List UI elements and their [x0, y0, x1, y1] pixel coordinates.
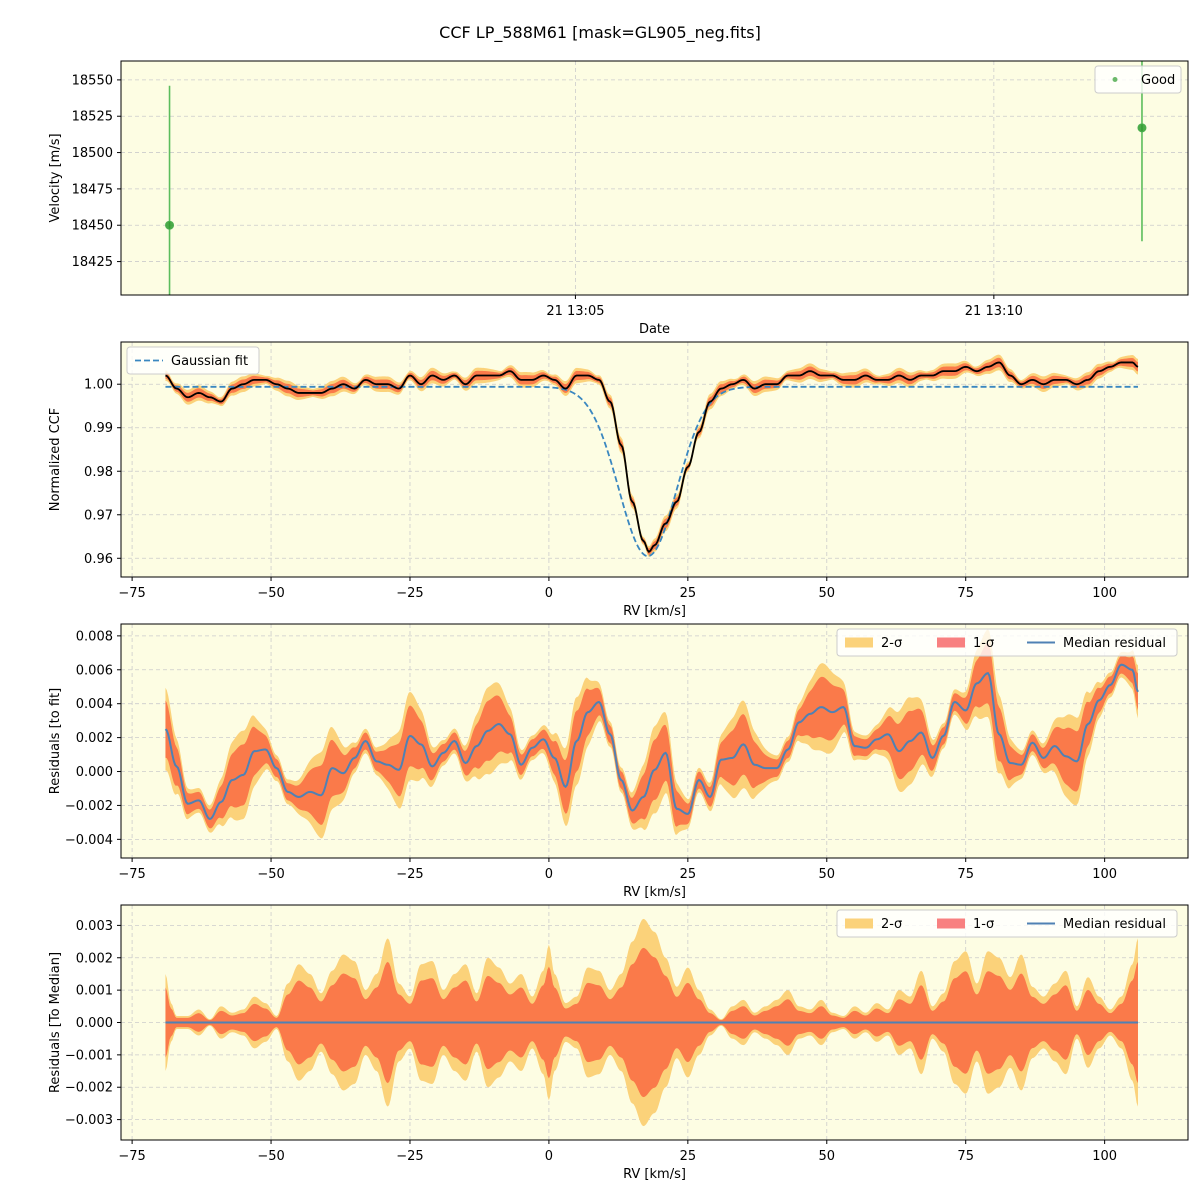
y-tick-label: 0.000 [76, 1016, 113, 1031]
plot-area [121, 61, 1188, 295]
y-tick-label: 18550 [72, 73, 113, 88]
x-tick-label: 75 [957, 1149, 974, 1164]
y-tick-label: −0.001 [65, 1048, 113, 1063]
legend [836, 909, 1178, 938]
x-tick-label: −50 [257, 1149, 284, 1164]
y-tick-label: 0.008 [76, 629, 113, 644]
legend [1094, 65, 1182, 94]
x-tick-label: 100 [1092, 867, 1117, 882]
y-tick-label: −0.003 [65, 1113, 113, 1128]
y-tick-label: 18525 [72, 110, 113, 125]
y-tick-label: 18450 [72, 219, 113, 234]
legend-marker-good [1112, 77, 1118, 82]
band-1sigma [165, 357, 1138, 555]
legend-label-2sigma: 2-σ [881, 636, 902, 651]
x-tick-label: 100 [1092, 1149, 1117, 1164]
chart-title: CCF LP_588M61 [mask=GL905_neg.fits] [439, 23, 761, 43]
y-tick-label: 0.006 [76, 663, 113, 678]
y-tick-label: 18500 [72, 146, 113, 161]
plot-frame [120, 341, 1189, 578]
x-tick-label: −50 [257, 867, 284, 882]
x-axis-label: RV [km/s] [623, 1167, 686, 1182]
y-tick-label: 0.001 [76, 984, 113, 999]
x-tick-label: 0 [545, 1149, 553, 1164]
x-tick-label: −75 [118, 1149, 145, 1164]
x-tick-label: 50 [819, 1149, 836, 1164]
x-axis-label: Date [639, 322, 670, 337]
legend-swatch-1sigma [937, 637, 965, 648]
x-tick-label: 50 [819, 586, 836, 601]
ccf-line [165, 361, 1139, 553]
y-tick-label: 0.98 [84, 465, 113, 480]
x-tick-label: 0 [545, 867, 553, 882]
x-axis-label: RV [km/s] [623, 604, 686, 619]
x-tick-label: 75 [957, 586, 974, 601]
x-tick-label: −25 [396, 1149, 423, 1164]
y-axis-label: Residuals [To Median] [48, 952, 63, 1093]
x-tick-label: 50 [819, 867, 836, 882]
y-tick-label: −0.002 [65, 799, 113, 814]
y-tick-label: 0.99 [84, 421, 113, 436]
ccf-panel: −75 −50 −25 0 25 50 75 100 0.96 0.97 0.98 0.99 1.00 R… [48, 341, 1189, 619]
x-tick-label: 21 13:10 [965, 304, 1023, 319]
y-tick-label: 0.000 [76, 765, 113, 780]
plot-frame [120, 60, 1189, 296]
band-2sigma [165, 629, 1138, 839]
y-tick-label: 0.003 [76, 919, 113, 934]
y-tick-label: 0.97 [84, 508, 113, 523]
x-tick-label: 25 [680, 586, 697, 601]
x-tick-label: 100 [1092, 586, 1117, 601]
legend-swatch-2sigma [845, 637, 873, 648]
y-tick-label: −0.002 [65, 1081, 113, 1096]
data-point [1137, 123, 1147, 133]
legend-swatch-2sigma [845, 918, 873, 929]
residual-fit-panel: −75 −50 −25 0 25 50 75 100 −0.004 −0.002 0.000 0.00… [48, 623, 1189, 900]
legend-label-gaussian: Gaussian fit [171, 354, 248, 369]
x-tick-label: 21 13:05 [546, 304, 604, 319]
y-tick-label: 18425 [72, 255, 113, 270]
legend [836, 628, 1178, 657]
y-tick-label: 0.002 [76, 731, 113, 746]
y-tick-label: −0.004 [65, 833, 113, 848]
x-tick-label: 25 [680, 867, 697, 882]
data-point [165, 220, 175, 230]
plot-frame [120, 623, 1189, 859]
velocity-panel: 21 13:05 21 13:10 18425 18450 18475 18500 1852… [48, 60, 1189, 337]
legend-label-good: Good [1141, 73, 1175, 88]
x-tick-label: 25 [680, 1149, 697, 1164]
y-tick-label: 0.96 [84, 552, 113, 567]
legend-label-1sigma: 1-σ [973, 917, 994, 932]
y-axis-label: Velocity [m/s] [48, 133, 63, 222]
residual-median-panel: −75 −50 −25 0 25 50 75 100 −0.003 −0.002 −0.001 0.0… [48, 904, 1189, 1182]
legend-label-median: Median residual [1063, 917, 1166, 932]
x-tick-label: −75 [118, 867, 145, 882]
y-tick-label: 18475 [72, 182, 113, 197]
legend-swatch-1sigma [937, 918, 965, 929]
x-tick-label: −25 [396, 586, 423, 601]
x-tick-label: 75 [957, 867, 974, 882]
median-residual-line [164, 663, 1139, 821]
y-axis-label: Residuals [to fit] [48, 688, 63, 794]
y-tick-label: 0.004 [76, 697, 113, 712]
gaussian-fit-line [165, 385, 1138, 558]
legend-label-median: Median residual [1063, 636, 1166, 651]
legend-label-2sigma: 2-σ [881, 917, 902, 932]
legend [126, 346, 260, 375]
x-tick-label: −25 [396, 867, 423, 882]
y-tick-label: 0.002 [76, 951, 113, 966]
y-axis-label: Normalized CCF [48, 408, 63, 512]
x-tick-label: −50 [257, 586, 284, 601]
x-axis-label: RV [km/s] [623, 885, 686, 900]
x-tick-label: 0 [545, 586, 553, 601]
x-tick-label: −75 [118, 586, 145, 601]
y-tick-label: 1.00 [84, 378, 113, 393]
legend-label-1sigma: 1-σ [973, 636, 994, 651]
